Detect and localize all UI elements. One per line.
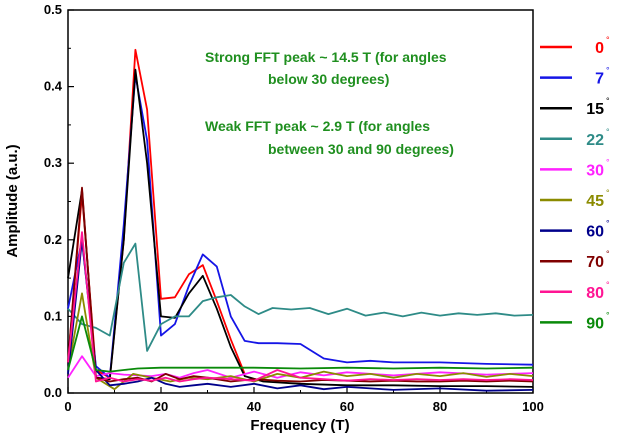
annotation-strong-line-2: below 30 degrees) xyxy=(268,71,389,87)
legend-label-22: 22 xyxy=(586,132,604,149)
legend-label-80: 80 xyxy=(586,285,604,302)
x-tick-label-60: 60 xyxy=(340,399,354,414)
annotation-weak-line-1: Weak FFT peak ~ 2.9 T (for angles xyxy=(205,118,430,134)
y-tick-label-0.4: 0.4 xyxy=(44,79,63,94)
legend: 0 °7 °15 °22 °30 °45 °60 °70 °80 °90 ° xyxy=(540,35,610,332)
x-tick-label-40: 40 xyxy=(247,399,261,414)
legend-degree-15: ° xyxy=(606,96,610,106)
legend-degree-60: ° xyxy=(606,219,610,229)
series-line-70-deg xyxy=(67,186,534,383)
legend-degree-45: ° xyxy=(606,188,610,198)
axis-ticks: 0 20 40 60 80 100 0.0 0.1 0.2 0.3 0.4 0.5 xyxy=(44,2,544,414)
legend-degree-30: ° xyxy=(606,157,610,167)
y-tick-label-0.2: 0.2 xyxy=(44,232,62,247)
series-layer xyxy=(67,48,534,392)
x-axis-title: Frequency (T) xyxy=(250,417,349,434)
x-tick-label-0: 0 xyxy=(64,399,71,414)
legend-degree-0: ° xyxy=(606,35,610,45)
legend-label-90: 90 xyxy=(586,315,604,332)
legend-label-70: 70 xyxy=(586,254,604,271)
x-tick-label-100: 100 xyxy=(522,399,544,414)
series-line-22-deg xyxy=(67,242,534,352)
series-line-0-deg xyxy=(67,48,246,379)
x-tick-label-20: 20 xyxy=(154,399,168,414)
annotation-strong-line-1: Strong FFT peak ~ 14.5 T (for angles xyxy=(205,49,447,65)
plot-frame xyxy=(67,9,534,394)
annotation-weak-peak: Weak FFT peak ~ 2.9 T (for angles betwee… xyxy=(205,118,454,157)
legend-label-7: 7 xyxy=(595,71,604,88)
series-line-45-deg xyxy=(67,292,534,391)
legend-label-30: 30 xyxy=(586,162,604,179)
legend-degree-90: ° xyxy=(606,310,610,320)
y-tick-label-0.1: 0.1 xyxy=(44,308,62,323)
series-line-15-deg xyxy=(67,68,534,388)
series-line-90-deg xyxy=(67,315,534,373)
annotation-strong-peak: Strong FFT peak ~ 14.5 T (for angles bel… xyxy=(205,49,447,87)
legend-label-0: 0 xyxy=(595,40,604,57)
legend-label-45: 45 xyxy=(586,193,604,210)
legend-degree-7: ° xyxy=(606,66,610,76)
series-line-60-deg xyxy=(67,238,534,392)
y-tick-label-0.5: 0.5 xyxy=(44,2,62,17)
annotation-weak-line-2: between 30 and 90 degrees) xyxy=(268,141,454,157)
legend-degree-22: ° xyxy=(606,127,610,137)
legend-degree-80: ° xyxy=(606,280,610,290)
x-tick-label-80: 80 xyxy=(433,399,447,414)
series-line-80-deg xyxy=(67,231,534,383)
legend-label-15: 15 xyxy=(586,101,604,118)
y-tick-label-0.0: 0.0 xyxy=(44,385,62,400)
legend-label-60: 60 xyxy=(586,224,604,241)
y-tick-label-0.3: 0.3 xyxy=(44,155,62,170)
series-line-7-deg xyxy=(67,74,534,379)
legend-degree-70: ° xyxy=(606,249,610,259)
y-axis-title: Amplitude (a.u.) xyxy=(4,144,21,257)
